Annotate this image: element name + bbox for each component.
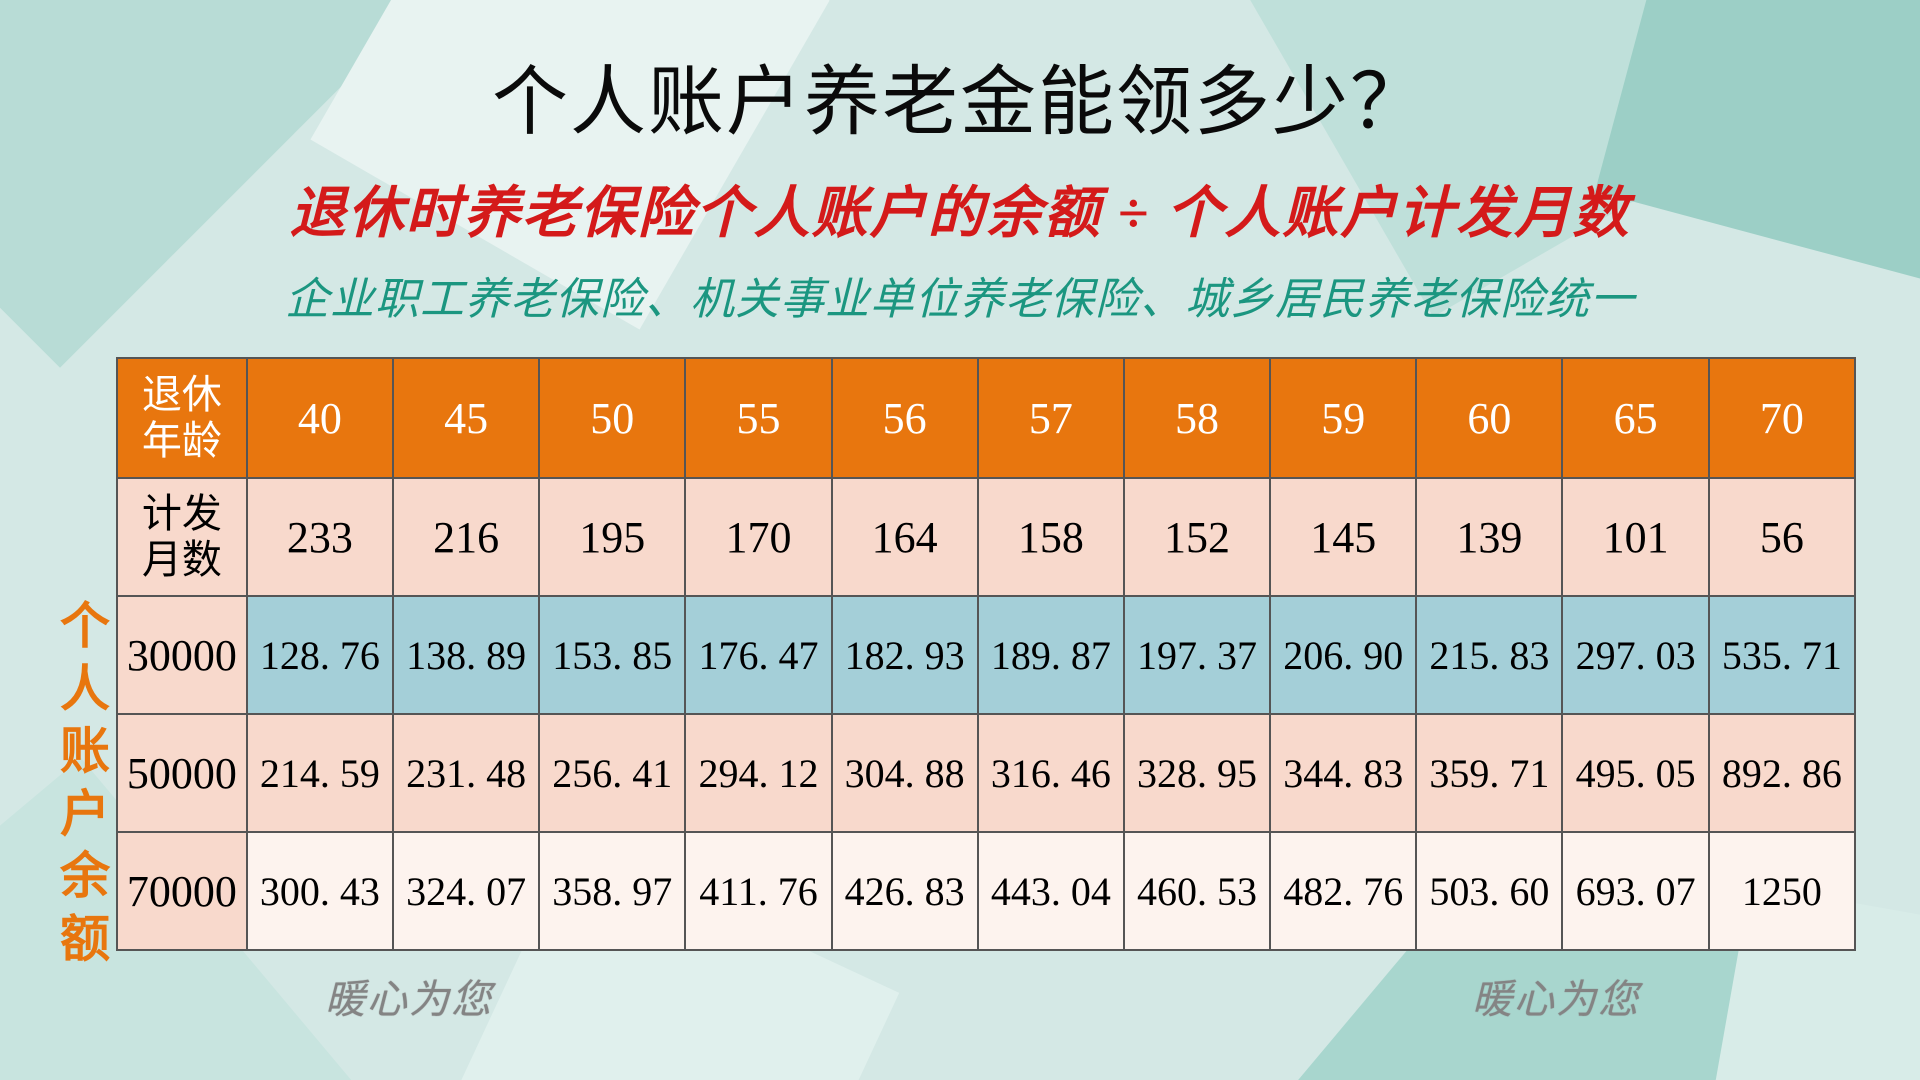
- pension-table: 退休年龄4045505556575859606570计发月数2332161951…: [116, 357, 1856, 951]
- balance-label: 50000: [117, 714, 247, 832]
- data-cell: 214. 59: [247, 714, 393, 832]
- data-cell: 892. 86: [1709, 714, 1855, 832]
- side-label-char: 额: [56, 908, 114, 971]
- data-cell: 256. 41: [539, 714, 685, 832]
- data-cell: 324. 07: [393, 832, 539, 950]
- months-cell: 145: [1270, 478, 1416, 596]
- data-cell: 443. 04: [978, 832, 1124, 950]
- subtitle-text: 企业职工养老保险、机关事业单位养老保险、城乡居民养老保险统一: [0, 263, 1920, 327]
- data-cell: 328. 95: [1124, 714, 1270, 832]
- months-label: 计发月数: [117, 478, 247, 596]
- watermark-left: 暖心为您: [325, 967, 493, 1025]
- data-cell: 482. 76: [1270, 832, 1416, 950]
- data-cell: 189. 87: [978, 596, 1124, 714]
- data-cell: 358. 97: [539, 832, 685, 950]
- months-cell: 195: [539, 478, 685, 596]
- months-cell: 139: [1416, 478, 1562, 596]
- data-cell: 495. 05: [1562, 714, 1708, 832]
- data-cell: 128. 76: [247, 596, 393, 714]
- age-header: 59: [1270, 358, 1416, 478]
- age-header: 65: [1562, 358, 1708, 478]
- age-header: 55: [685, 358, 831, 478]
- data-cell: 426. 83: [832, 832, 978, 950]
- data-cell: 1250: [1709, 832, 1855, 950]
- balance-label: 30000: [117, 596, 247, 714]
- age-header: 50: [539, 358, 685, 478]
- data-cell: 359. 71: [1416, 714, 1562, 832]
- data-cell: 197. 37: [1124, 596, 1270, 714]
- age-header: 70: [1709, 358, 1855, 478]
- balance-label: 70000: [117, 832, 247, 950]
- months-cell: 170: [685, 478, 831, 596]
- age-header: 45: [393, 358, 539, 478]
- data-cell: 316. 46: [978, 714, 1124, 832]
- age-header: 56: [832, 358, 978, 478]
- age-header: 40: [247, 358, 393, 478]
- side-label-char: 余: [56, 845, 114, 908]
- months-cell: 101: [1562, 478, 1708, 596]
- side-label-char: 个: [56, 595, 114, 658]
- data-cell: 297. 03: [1562, 596, 1708, 714]
- months-cell: 56: [1709, 478, 1855, 596]
- age-header: 57: [978, 358, 1124, 478]
- months-cell: 152: [1124, 478, 1270, 596]
- data-cell: 138. 89: [393, 596, 539, 714]
- months-cell: 164: [832, 478, 978, 596]
- data-cell: 153. 85: [539, 596, 685, 714]
- formula-text: 退休时养老保险个人账户的余额 ÷ 个人账户计发月数: [0, 168, 1920, 249]
- data-cell: 300. 43: [247, 832, 393, 950]
- age-header: 60: [1416, 358, 1562, 478]
- watermark-right: 暖心为您: [1472, 967, 1640, 1025]
- age-header: 58: [1124, 358, 1270, 478]
- side-label: 个人账户余额: [56, 595, 114, 970]
- data-cell: 535. 71: [1709, 596, 1855, 714]
- data-cell: 206. 90: [1270, 596, 1416, 714]
- data-cell: 503. 60: [1416, 832, 1562, 950]
- data-cell: 344. 83: [1270, 714, 1416, 832]
- data-cell: 693. 07: [1562, 832, 1708, 950]
- data-cell: 176. 47: [685, 596, 831, 714]
- data-cell: 231. 48: [393, 714, 539, 832]
- side-label-char: 人: [56, 658, 114, 721]
- months-cell: 158: [978, 478, 1124, 596]
- data-cell: 304. 88: [832, 714, 978, 832]
- data-cell: 411. 76: [685, 832, 831, 950]
- data-cell: 182. 93: [832, 596, 978, 714]
- side-label-char: 户: [56, 783, 114, 846]
- side-label-char: 账: [56, 720, 114, 783]
- page-title: 个人账户养老金能领多少？: [0, 40, 1920, 150]
- data-cell: 460. 53: [1124, 832, 1270, 950]
- corner-label: 退休年龄: [117, 358, 247, 478]
- data-cell: 215. 83: [1416, 596, 1562, 714]
- months-cell: 233: [247, 478, 393, 596]
- months-cell: 216: [393, 478, 539, 596]
- data-cell: 294. 12: [685, 714, 831, 832]
